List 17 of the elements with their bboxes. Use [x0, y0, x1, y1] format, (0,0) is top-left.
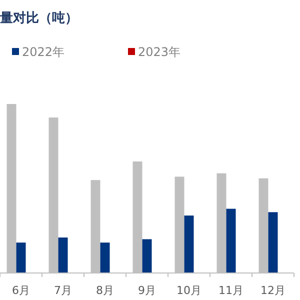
bar: [100, 242, 110, 273]
x-tick-label: 10月: [176, 284, 202, 297]
x-tick-label: 8月: [96, 284, 114, 297]
bar: [142, 239, 152, 273]
bar: [226, 208, 236, 273]
x-tick-label: 11月: [218, 284, 244, 297]
x-tick-label: 7月: [54, 284, 72, 297]
legend-label: 2023年: [138, 45, 181, 59]
x-tick-label: 12月: [260, 284, 286, 297]
x-tick-label: 6月: [12, 284, 30, 297]
bar: [268, 212, 278, 273]
bar: [184, 216, 194, 273]
bar: [58, 238, 68, 273]
bar: [16, 242, 26, 273]
x-tick-label: 9月: [138, 284, 156, 297]
legend-label: 2022年: [22, 45, 65, 59]
chart-title: 量对比（吨）: [0, 11, 78, 26]
